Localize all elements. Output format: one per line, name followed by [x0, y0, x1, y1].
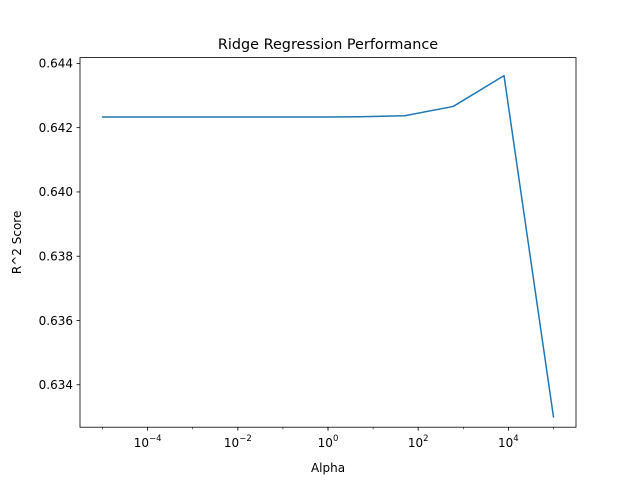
- axes-frame: [79, 57, 577, 428]
- y-tick-label: 0.640: [39, 185, 73, 199]
- x-axis-label: Alpha: [311, 461, 345, 475]
- y-tick-label: 0.634: [39, 378, 73, 392]
- y-axis: 0.634 0.636 0.638 0.640 0.642 0.644: [39, 57, 80, 392]
- chart-title: Ridge Regression Performance: [218, 37, 438, 53]
- x-tick-label: 10−2: [224, 434, 252, 450]
- x-tick-label: 100: [318, 434, 339, 450]
- y-axis-label: R^2 Score: [10, 211, 24, 274]
- y-tick-label: 0.642: [39, 121, 73, 135]
- y-tick-label: 0.636: [39, 314, 73, 328]
- x-tick-label: 104: [498, 434, 519, 450]
- series-line: [101, 74, 555, 418]
- y-tick-label: 0.638: [39, 250, 73, 264]
- x-tick-label: 102: [408, 434, 429, 450]
- y-tick-label: 0.644: [39, 57, 73, 71]
- x-axis: 10−4 10−2 100 102 104: [102, 427, 554, 450]
- x-tick-label: 10−4: [134, 434, 162, 450]
- plot-area: [101, 74, 555, 418]
